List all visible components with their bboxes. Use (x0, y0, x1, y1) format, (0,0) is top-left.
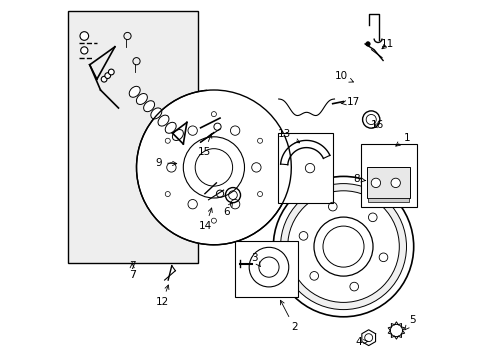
Text: 6: 6 (223, 202, 232, 217)
Circle shape (370, 178, 380, 188)
Text: 14: 14 (199, 208, 212, 231)
Ellipse shape (129, 86, 140, 97)
Circle shape (81, 47, 88, 54)
Circle shape (287, 191, 399, 302)
Bar (277, 133, 333, 203)
Text: 7: 7 (129, 261, 135, 271)
Ellipse shape (150, 108, 162, 119)
Circle shape (365, 42, 369, 46)
Text: 17: 17 (341, 96, 359, 107)
Text: 7: 7 (129, 270, 136, 280)
Text: 1: 1 (395, 132, 410, 146)
Text: 5: 5 (404, 315, 415, 330)
Ellipse shape (165, 122, 176, 133)
Circle shape (183, 137, 244, 198)
Text: 12: 12 (156, 285, 169, 307)
Text: 15: 15 (197, 134, 211, 157)
Bar (366, 167, 409, 198)
Ellipse shape (158, 115, 169, 126)
Circle shape (136, 90, 291, 245)
Circle shape (195, 149, 232, 186)
Bar (361, 144, 416, 207)
Circle shape (390, 178, 400, 188)
Circle shape (258, 257, 279, 277)
Bar (367, 198, 408, 202)
Circle shape (313, 217, 372, 276)
Circle shape (101, 76, 107, 82)
Bar (235, 241, 298, 297)
Text: 13: 13 (278, 129, 299, 143)
Circle shape (108, 69, 114, 75)
Bar (68, 11, 197, 263)
Text: 8: 8 (353, 174, 365, 184)
Text: 11: 11 (380, 39, 394, 49)
Ellipse shape (172, 130, 183, 140)
Text: 2: 2 (280, 300, 297, 332)
Ellipse shape (143, 101, 154, 112)
Circle shape (273, 176, 413, 317)
Circle shape (249, 247, 288, 287)
Circle shape (322, 226, 363, 267)
Text: 3: 3 (251, 253, 260, 266)
Ellipse shape (136, 94, 147, 104)
Text: 4: 4 (355, 337, 367, 347)
Text: 10: 10 (334, 71, 353, 82)
Circle shape (104, 73, 110, 78)
Text: 16: 16 (369, 120, 383, 130)
Text: 9: 9 (155, 158, 176, 168)
Circle shape (80, 32, 88, 40)
Circle shape (280, 184, 406, 310)
